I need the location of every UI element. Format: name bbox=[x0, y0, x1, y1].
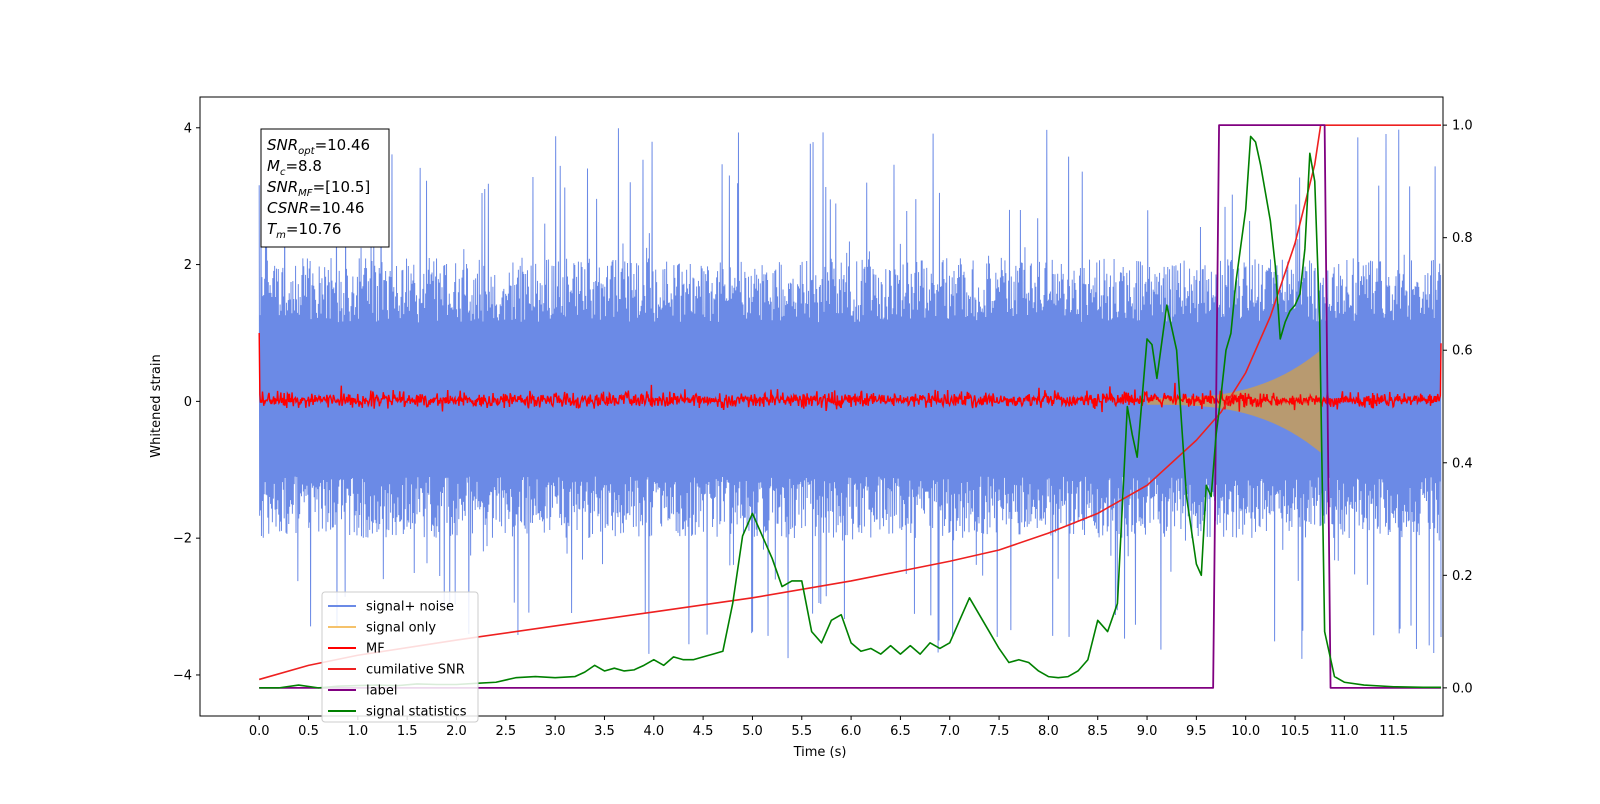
y-left-tick-label: 0 bbox=[184, 395, 192, 410]
legend-label: label bbox=[366, 684, 397, 699]
x-tick-label: 5.5 bbox=[791, 724, 812, 739]
x-tick-label: 0.5 bbox=[298, 724, 319, 739]
legend-frame bbox=[321, 591, 479, 723]
y-axis-left: −4 −2 0 2 4 bbox=[173, 121, 200, 683]
x-tick-label: 6.0 bbox=[841, 724, 862, 739]
x-tick-label: 1.0 bbox=[347, 724, 368, 739]
series-label bbox=[259, 124, 1442, 689]
series-cumulative-snr bbox=[258, 124, 1442, 681]
x-tick-label: 9.0 bbox=[1137, 724, 1158, 739]
y-axis-label: Whitened strain bbox=[149, 354, 164, 457]
y-left-tick-label: −2 bbox=[173, 532, 192, 547]
x-axis-label: Time (s) bbox=[793, 745, 847, 760]
series-signal-statistics bbox=[259, 135, 1442, 689]
legend: signal+ noise signal only MF cumilative SNR… bbox=[321, 591, 479, 723]
legend-label: MF bbox=[366, 642, 385, 657]
x-tick-label: 7.0 bbox=[939, 724, 960, 739]
y-left-tick-label: 4 bbox=[184, 121, 192, 136]
y-right-tick-label: 0.2 bbox=[1452, 569, 1473, 584]
x-tick-label: 3.5 bbox=[594, 724, 615, 739]
plot-frame bbox=[199, 96, 1444, 717]
legend-label: signal statistics bbox=[366, 705, 467, 720]
x-tick-label: 2.0 bbox=[446, 724, 467, 739]
y-axis-right: 0.0 0.2 0.4 0.6 0.8 1.0 bbox=[1443, 119, 1473, 696]
stats-annotation-box: SNRopt=10.46Mc=8.8SNRMF=[10.5]CSNR=10.46… bbox=[260, 128, 390, 248]
x-tick-label: 3.0 bbox=[545, 724, 566, 739]
x-tick-label: 4.5 bbox=[693, 724, 714, 739]
x-tick-label: 10.5 bbox=[1281, 724, 1310, 739]
x-tick-label: 11.5 bbox=[1379, 724, 1408, 739]
x-tick-label: 9.5 bbox=[1186, 724, 1207, 739]
legend-label: signal+ noise bbox=[366, 600, 454, 615]
stats-line: CSNR=10.46 bbox=[267, 199, 364, 217]
stats-box-frame bbox=[260, 128, 390, 248]
x-tick-label: 5.0 bbox=[742, 724, 763, 739]
y-left-tick-label: 2 bbox=[184, 258, 192, 273]
x-tick-label: 10.0 bbox=[1231, 724, 1260, 739]
x-tick-label: 2.5 bbox=[495, 724, 516, 739]
y-right-tick-label: 0.8 bbox=[1452, 231, 1473, 246]
stats-line: SNRMF=[10.5] bbox=[267, 178, 370, 199]
legend-label: signal only bbox=[366, 621, 436, 636]
x-axis: 0.0 0.5 1.0 1.5 2.0 2.5 3.0 3.5 4.0 4.5 5.0 5.5 6.0 6… bbox=[249, 716, 1408, 739]
y-left-tick-label: −4 bbox=[173, 668, 192, 683]
y-right-tick-label: 0.0 bbox=[1452, 681, 1473, 696]
x-tick-label: 0.0 bbox=[249, 724, 270, 739]
series-mf bbox=[258, 332, 1442, 413]
y-right-tick-label: 1.0 bbox=[1452, 119, 1473, 134]
x-tick-label: 8.5 bbox=[1087, 724, 1108, 739]
stats-line: SNRopt=10.46 bbox=[267, 136, 370, 157]
x-tick-label: 7.5 bbox=[989, 724, 1010, 739]
x-tick-label: 1.5 bbox=[397, 724, 418, 739]
y-right-tick-label: 0.6 bbox=[1452, 344, 1473, 359]
x-tick-label: 11.0 bbox=[1330, 724, 1359, 739]
legend-label: cumilative SNR bbox=[366, 663, 465, 678]
x-tick-label: 8.0 bbox=[1038, 724, 1059, 739]
x-tick-label: 4.0 bbox=[643, 724, 664, 739]
stats-line: Mc=8.8 bbox=[267, 157, 322, 178]
series-layer bbox=[258, 124, 1442, 689]
stats-line: Tm=10.76 bbox=[267, 220, 341, 241]
x-tick-label: 6.5 bbox=[890, 724, 911, 739]
y-right-tick-label: 0.4 bbox=[1452, 456, 1473, 471]
